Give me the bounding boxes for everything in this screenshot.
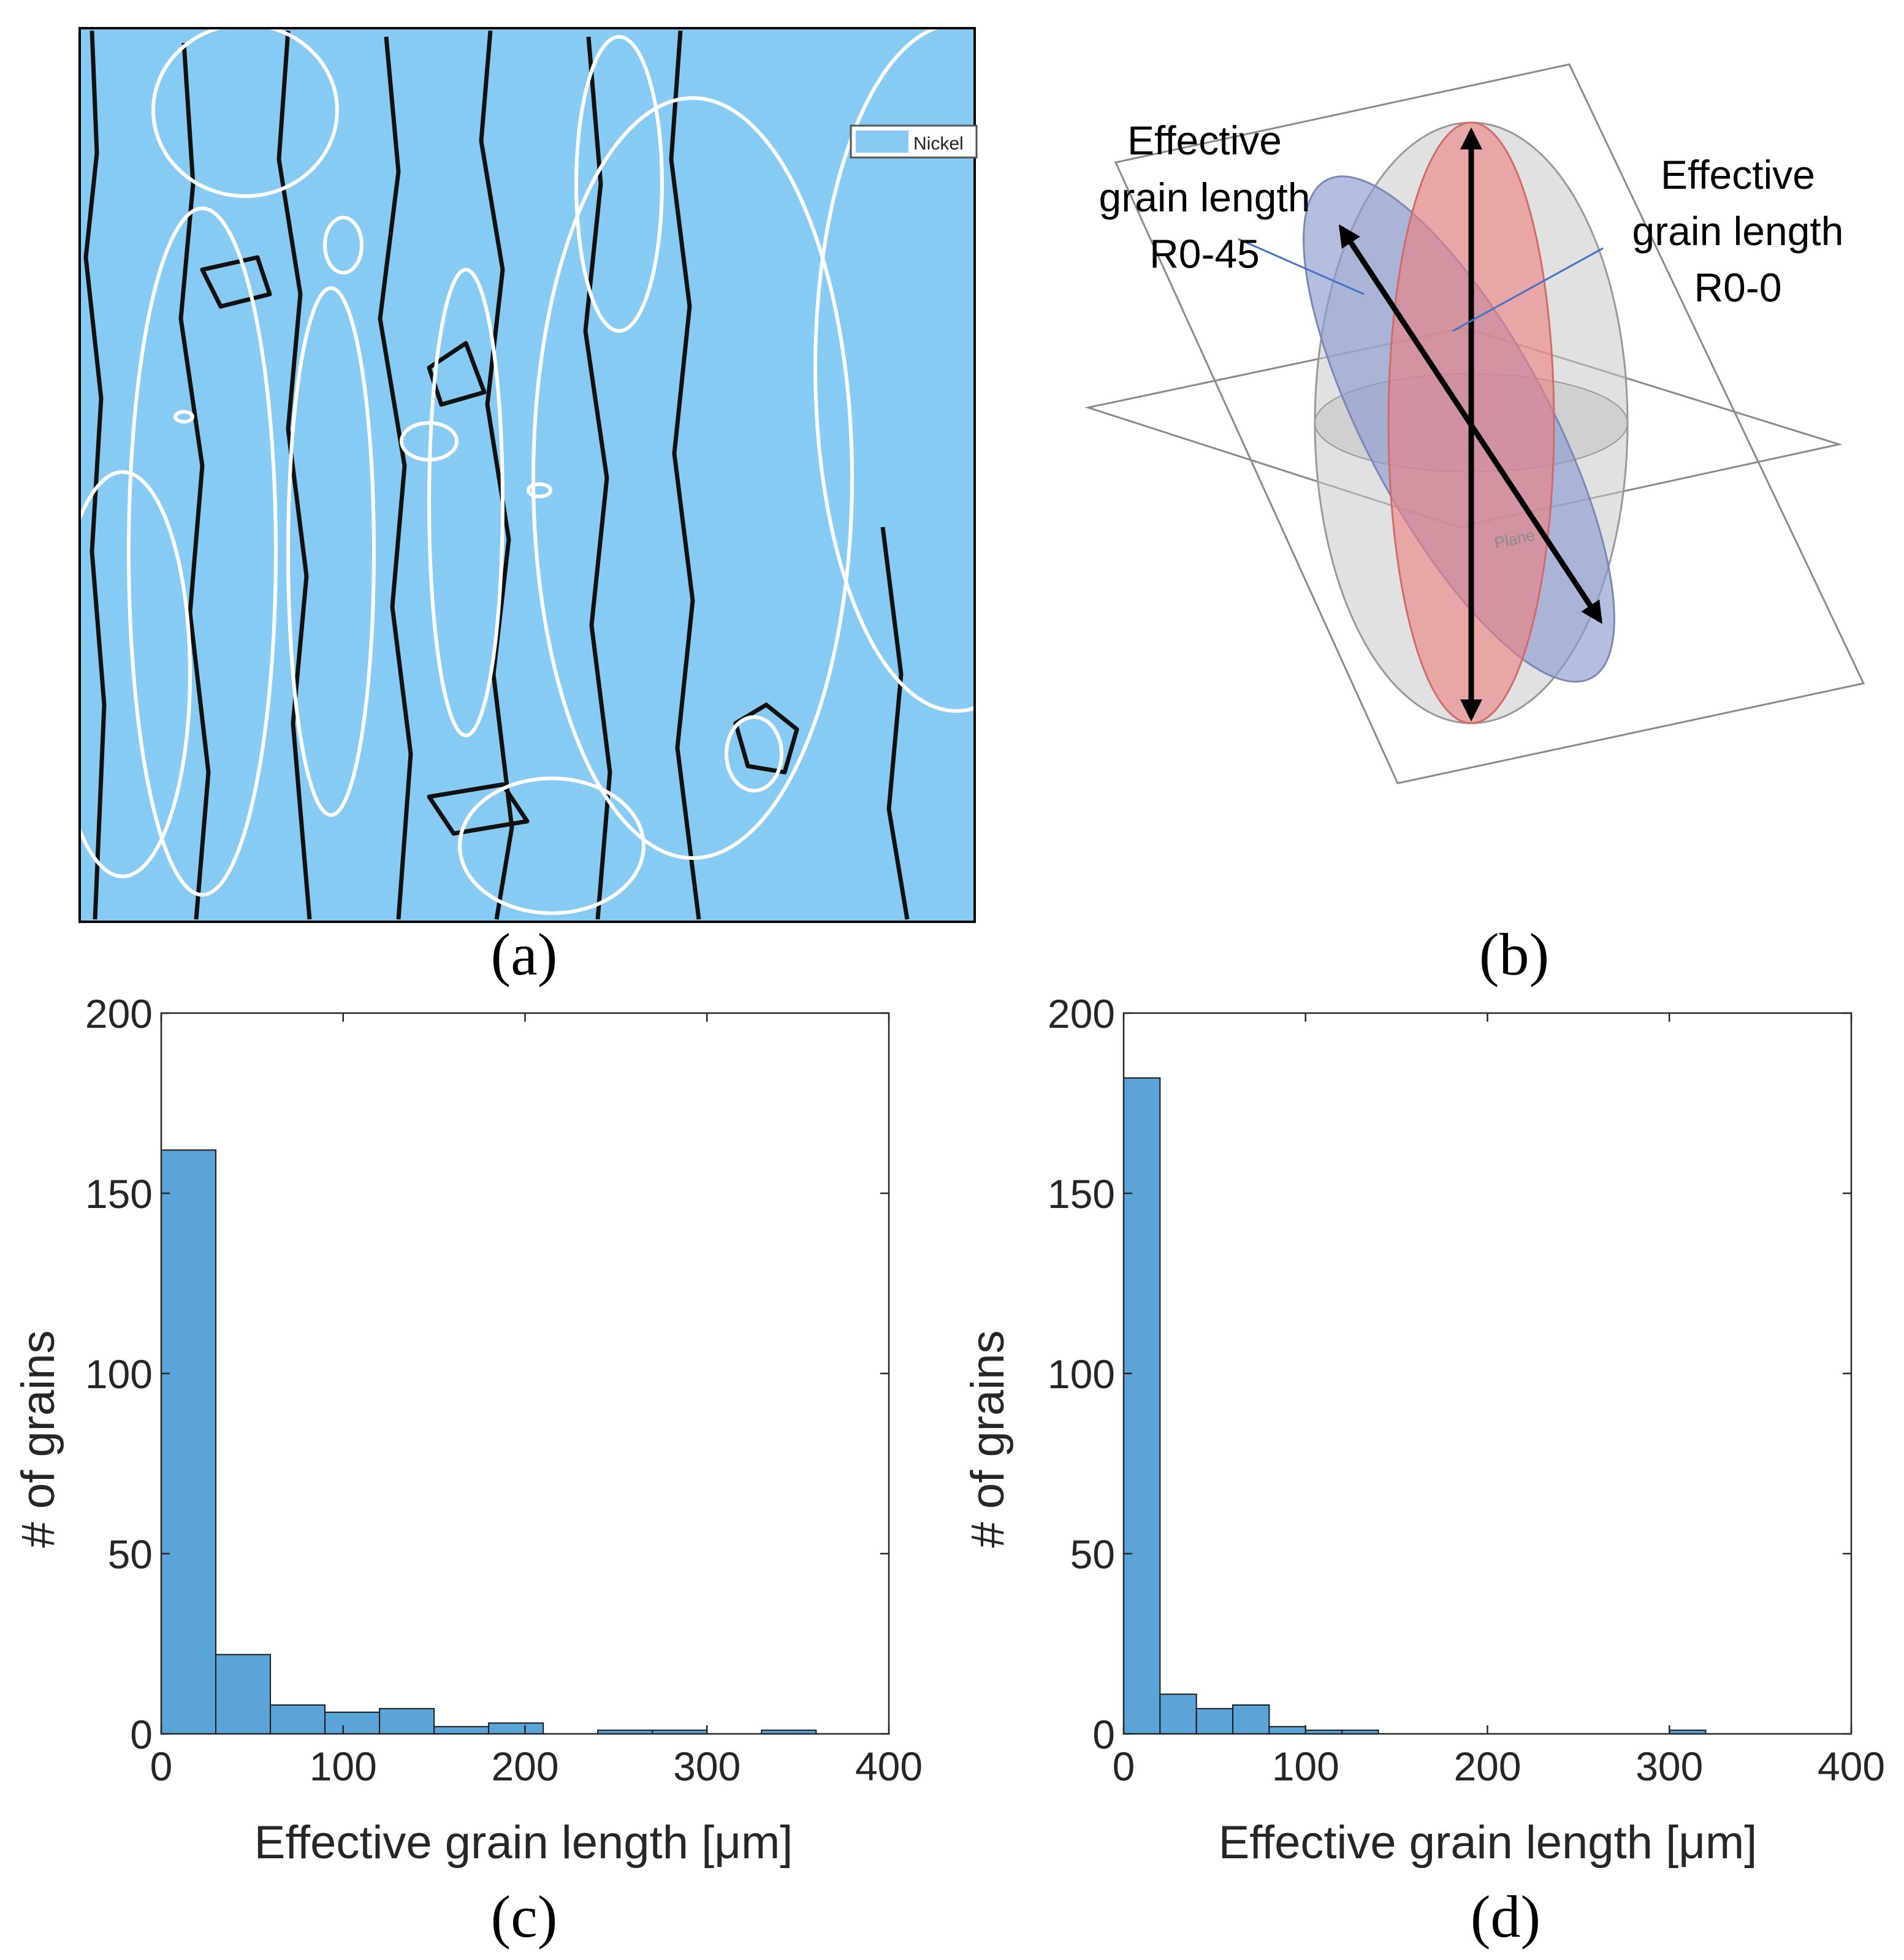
caption-c: (c) [491,1884,558,1950]
x-tick-label: 200 [491,1744,558,1789]
legend-label: Nickel [913,134,964,154]
x-tick-label: 100 [310,1744,377,1789]
ylabel-d: # of grains [962,1331,1014,1548]
histogram-bar [433,1726,490,1734]
xlabel-c: Effective grain length [μm] [254,1817,793,1869]
caption-a: (a) [491,922,558,988]
legend-swatch [856,131,908,153]
y-tick-label: 200 [1048,993,1115,1036]
ellipsoid-diagram-svg: Effective grain length R0-45 Effective g… [1084,63,1865,988]
histogram-c: 0 100 200 300 400 0 50 100 150 200 Effective grai… [12,991,923,1950]
xlabel-d: Effective grain length [μm] [1219,1817,1757,1869]
y-tick-label: 0 [1092,1712,1115,1757]
x-tick-label: 400 [855,1744,923,1789]
label-left-line2: grain length [1099,175,1311,220]
panel-c: 0 100 200 300 400 0 50 100 150 200 Effective grai… [0,991,952,1957]
histogram-bar [1232,1704,1270,1734]
tilted-plane [1114,63,1865,784]
x-tick-label: 0 [150,1744,173,1789]
x-tick-label: 200 [1453,1744,1521,1789]
histogram-bar [1159,1693,1197,1734]
label-r0-0: Effective grain length R0-0 [1632,152,1844,310]
label-left-line1: Effective [1127,118,1282,163]
y-tick-label: 100 [1048,1351,1115,1397]
x-tick-label: 100 [1272,1744,1339,1789]
y-tick-label: 200 [85,993,153,1036]
grain-ellipses [80,28,975,915]
histogram-bar [161,1149,217,1734]
grain-map-background [80,28,975,922]
histogram-bar [215,1654,272,1735]
histogram-bar [379,1707,435,1734]
caption-d: (d) [1471,1884,1540,1950]
y-tick-label: 150 [85,1171,153,1217]
y-tick-label: 50 [108,1532,153,1577]
x-tick-label: 400 [1818,1744,1885,1789]
label-left-line3: R0-45 [1149,231,1260,276]
histogram-bar [270,1704,326,1734]
label-right-line2: grain length [1632,208,1844,254]
label-right-line3: R0-0 [1694,265,1781,310]
arrow-r0-45 [1339,224,1602,625]
histogram-bar [324,1711,381,1734]
caption-b: (b) [1479,922,1549,988]
histogram-bar [1195,1707,1234,1734]
label-right-line1: Effective [1661,152,1815,197]
y-tick-label: 100 [85,1351,153,1397]
leader-left [1238,238,1365,295]
histogram-bar [488,1722,544,1734]
axes-frame [1122,1012,1853,1735]
grain-map-svg: Nickel (a) [78,27,978,988]
histogram-bar [1268,1726,1306,1734]
panel-d: 0 100 200 300 400 0 50 100 150 200 Effective grai… [952,991,1904,1957]
grain-map-frame [78,27,976,923]
y-tick-label: 0 [130,1712,153,1757]
grain-boundaries [83,30,910,920]
x-tick-label: 0 [1113,1744,1135,1789]
panel-b: Effective grain length R0-45 Effective g… [981,0,1904,993]
label-r0-45: Effective grain length R0-45 [1099,118,1311,276]
legend: Nickel [850,124,978,159]
x-tick-label: 300 [1636,1744,1703,1789]
leader-right [1452,247,1604,332]
axes-frame [160,1012,890,1735]
x-tick-label: 300 [673,1744,741,1789]
panel-a: Nickel (a) [0,0,981,993]
y-tick-label: 50 [1070,1532,1115,1577]
ylabel-c: # of grains [12,1331,64,1548]
y-tick-label: 150 [1048,1171,1115,1217]
histogram-d: 0 100 200 300 400 0 50 100 150 200 Effective grai… [962,991,1885,1950]
histogram-bar [1123,1077,1161,1735]
